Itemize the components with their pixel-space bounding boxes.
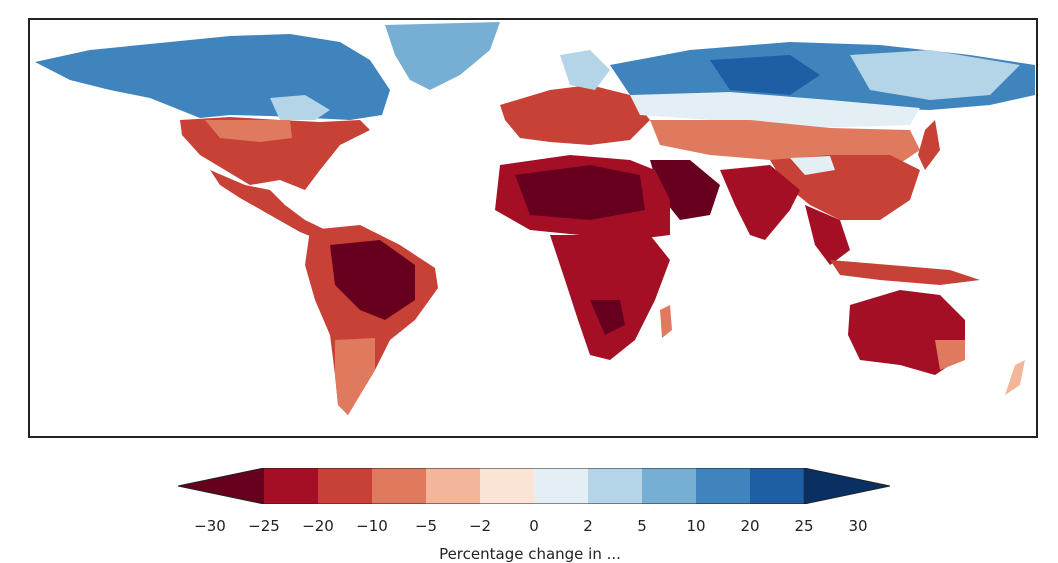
region-sahara <box>515 165 645 220</box>
colorbar-tick-label: 20 <box>740 517 760 535</box>
colorbar-arrow-right <box>803 468 890 504</box>
region-se-asia <box>805 205 850 265</box>
colorbar-tick-label: 2 <box>583 517 593 535</box>
region-russia-east <box>850 50 1020 100</box>
colorbar-tick-label: 25 <box>794 517 814 535</box>
colorbar-title: Percentage change in ... <box>439 545 621 563</box>
colorbar-tick-label: −5 <box>414 517 438 535</box>
map-panel <box>28 18 1038 438</box>
region-madagascar <box>660 305 672 338</box>
region-south-cone <box>335 338 375 415</box>
region-new-zealand <box>1005 360 1025 395</box>
region-tibet <box>790 156 835 175</box>
colorbar-tick-label: 10 <box>686 517 706 535</box>
region-canada-alaska <box>35 34 390 120</box>
colorbar-bin-7 <box>588 468 642 504</box>
colorbar-bin-4 <box>426 468 480 504</box>
region-russia-south <box>630 92 920 128</box>
colorbar-tick-label: −20 <box>302 517 334 535</box>
colorbar-bin-2 <box>318 468 372 504</box>
colorbar-tick-label: 30 <box>848 517 868 535</box>
region-canada-light <box>270 95 330 120</box>
colorbar-tick-label: −25 <box>248 517 280 535</box>
colorbar-bin-10 <box>750 468 804 504</box>
region-mexico <box>210 170 330 242</box>
world-map <box>35 22 1035 415</box>
colorbar-tick-label: −2 <box>468 517 492 535</box>
colorbar-bin-8 <box>642 468 696 504</box>
region-australia <box>848 290 965 375</box>
colorbar-bin-3 <box>372 468 426 504</box>
colorbar-bin-6 <box>534 468 588 504</box>
region-scandinavia <box>560 50 610 90</box>
region-arabia <box>650 160 720 220</box>
colorbar-tick-label: −30 <box>194 517 226 535</box>
colorbar-tick-label: −10 <box>356 517 388 535</box>
colorbar-arrow-left <box>178 468 265 504</box>
colorbar-tick-label: 0 <box>529 517 539 535</box>
region-africa-southern-dark <box>590 300 625 335</box>
region-europe <box>500 85 650 145</box>
colorbar-bin-1 <box>264 468 318 504</box>
colorbar <box>178 468 890 504</box>
region-siberia-dark <box>710 55 820 95</box>
region-indonesia <box>830 260 980 285</box>
colorbar-tick-label: 5 <box>637 517 647 535</box>
region-greenland <box>385 22 500 90</box>
region-africa-south <box>550 235 670 360</box>
colorbar-bin-9 <box>696 468 750 504</box>
region-australia-east <box>935 340 965 370</box>
colorbar-bin-5 <box>480 468 534 504</box>
region-usa-north <box>205 120 292 142</box>
region-amazon <box>330 240 415 320</box>
region-india <box>720 165 800 240</box>
region-japan <box>918 120 940 170</box>
